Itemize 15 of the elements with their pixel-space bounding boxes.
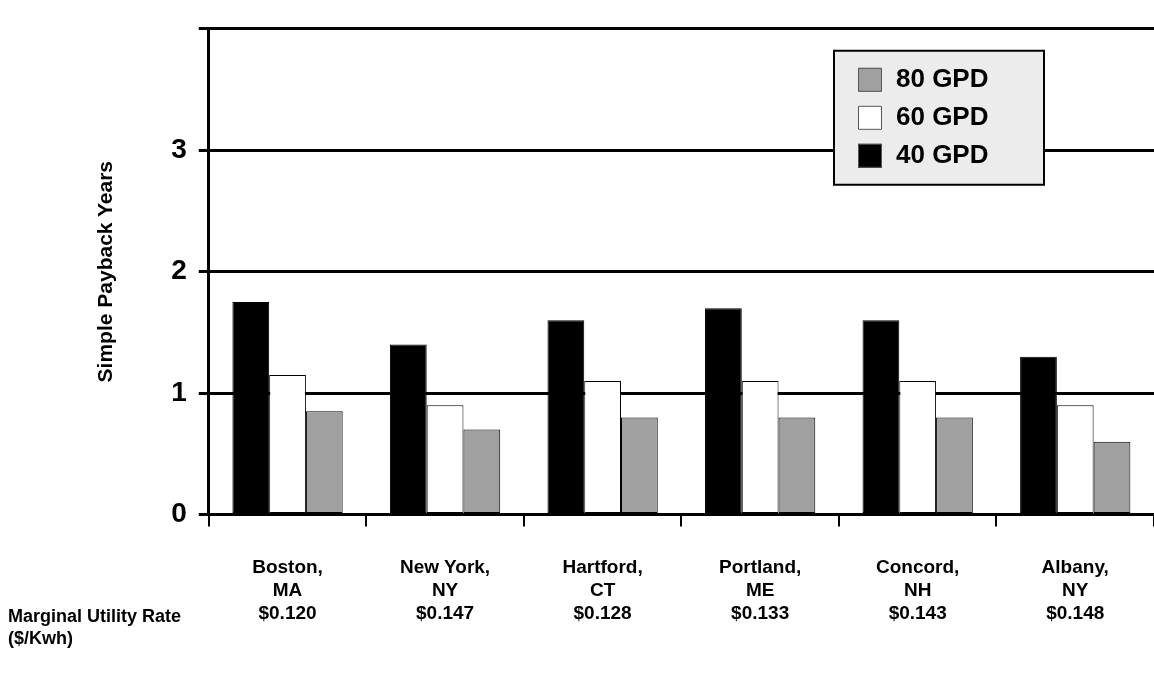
- x-tick-label: Hartford, CT $0.128: [562, 556, 643, 623]
- y-tick-label: 0: [171, 497, 187, 529]
- legend-label: 60 GPD: [896, 100, 989, 131]
- y-tick-label: 2: [171, 254, 187, 286]
- y-tick-label: 3: [171, 132, 187, 164]
- x-tick-label: Portland, ME $0.133: [718, 556, 802, 623]
- x-tick-label: Albany, NY $0.148: [1041, 556, 1109, 623]
- x-tick-label: Boston, MA $0.120: [252, 556, 323, 623]
- text: Marginal Utility Rate ($/Kwh): [8, 605, 182, 648]
- x-tick-label: New York, NY $0.147: [400, 556, 491, 623]
- y-tick-label: 1: [171, 375, 187, 407]
- y-axis-title: Simple Payback Years: [93, 160, 117, 383]
- legend-label: 40 GPD: [896, 138, 989, 169]
- x-tick-label: Concord, NH $0.143: [876, 556, 960, 623]
- legend-label: 80 GPD: [896, 62, 989, 93]
